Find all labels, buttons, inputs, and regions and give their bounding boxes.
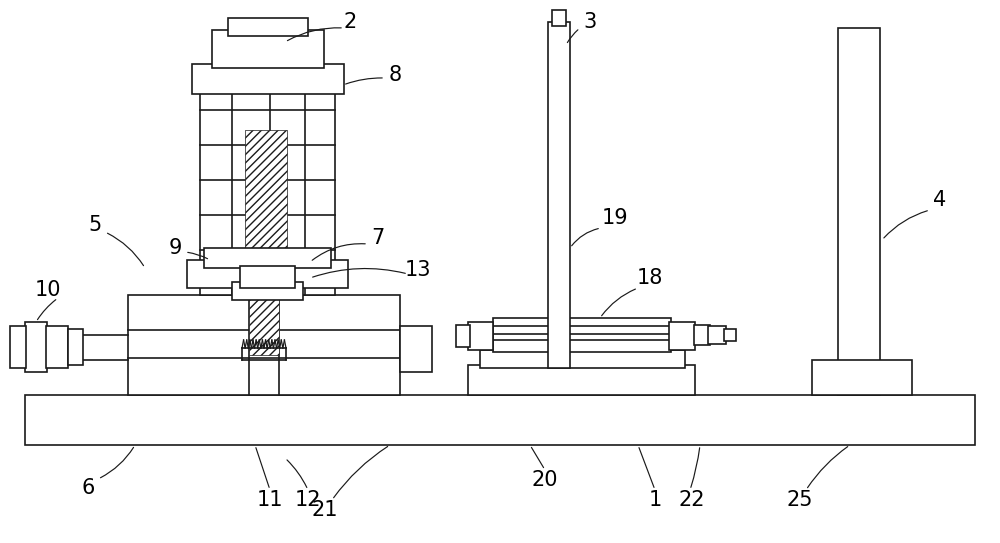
Text: 18: 18: [637, 268, 663, 288]
Text: 6: 6: [81, 478, 95, 498]
Bar: [724, 329, 736, 341]
Bar: [480, 350, 685, 368]
Bar: [212, 30, 324, 68]
Bar: [204, 248, 331, 268]
Bar: [240, 266, 295, 288]
Bar: [46, 326, 68, 368]
Bar: [228, 18, 308, 36]
Bar: [192, 64, 344, 94]
Bar: [708, 326, 726, 344]
Text: 25: 25: [787, 490, 813, 510]
Text: 5: 5: [88, 215, 102, 235]
Bar: [232, 282, 303, 300]
Text: 7: 7: [371, 228, 385, 248]
Bar: [552, 10, 566, 26]
Bar: [400, 326, 432, 372]
Text: 8: 8: [388, 65, 402, 85]
Bar: [468, 365, 695, 395]
Bar: [468, 322, 493, 350]
Bar: [838, 28, 880, 395]
Text: 22: 22: [679, 490, 705, 510]
Bar: [25, 322, 47, 372]
Text: 9: 9: [168, 238, 182, 258]
Text: 20: 20: [532, 470, 558, 490]
Bar: [200, 78, 335, 295]
Text: 11: 11: [257, 490, 283, 510]
Bar: [68, 329, 83, 365]
Bar: [10, 326, 26, 368]
Bar: [669, 322, 695, 350]
Bar: [548, 22, 570, 368]
Bar: [812, 360, 912, 395]
Text: 13: 13: [405, 260, 431, 280]
Bar: [694, 325, 710, 345]
Bar: [128, 295, 400, 395]
Bar: [25, 395, 975, 445]
Text: 3: 3: [583, 12, 597, 32]
Bar: [187, 260, 348, 288]
Text: 21: 21: [312, 500, 338, 520]
Bar: [245, 130, 287, 285]
Text: 10: 10: [35, 280, 61, 300]
Bar: [249, 295, 279, 355]
Bar: [493, 318, 671, 352]
Text: 1: 1: [648, 490, 662, 510]
Text: 4: 4: [933, 190, 947, 210]
Text: 19: 19: [602, 208, 628, 228]
Text: 12: 12: [295, 490, 321, 510]
Bar: [456, 325, 470, 347]
Text: 2: 2: [343, 12, 357, 32]
